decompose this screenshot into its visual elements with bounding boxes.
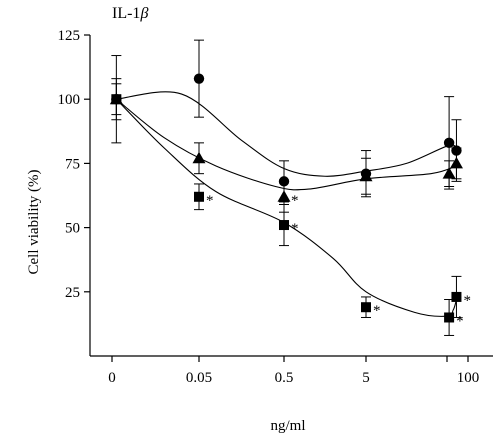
- data-point-triangle: [359, 169, 373, 182]
- significance-marker: *: [206, 193, 214, 209]
- x-axis-title: ng/ml: [270, 418, 305, 434]
- plot-area: 25 50 75 100 125 0 0.05 0.5 5 100 * * * * * *: [58, 28, 493, 386]
- data-point-square: [111, 94, 122, 105]
- data-point-triangle: [442, 167, 456, 179]
- y-tick-label: 125: [58, 28, 81, 44]
- significance-marker: *: [456, 313, 464, 329]
- chart-title-greek: β: [139, 5, 148, 22]
- y-axis-title: Cell viability (%): [26, 170, 42, 275]
- data-point-square: [444, 312, 455, 323]
- data-point-square: [451, 291, 462, 302]
- series-curve-circle: [116, 91, 457, 177]
- y-tick-label: 50: [65, 221, 80, 237]
- chart-title-main: IL-1: [112, 5, 140, 22]
- series-curve-square: [115, 98, 457, 317]
- data-point-circle: [443, 137, 455, 149]
- significance-marker: *: [463, 293, 471, 309]
- data-point-square: [194, 191, 204, 202]
- data-point-square: [361, 302, 371, 313]
- significance-marker: *: [291, 221, 299, 237]
- data-point-triangle: [277, 190, 291, 202]
- significance-marker: *: [373, 303, 381, 319]
- x-tick-label: 0: [108, 370, 116, 386]
- series-curve-triangle: [116, 98, 457, 191]
- data-point-triangle: [449, 156, 463, 169]
- x-tick-label: 5: [362, 370, 370, 386]
- x-tick-label: 0.5: [275, 370, 294, 386]
- y-tick-label: 75: [65, 156, 80, 172]
- y-tick-label: 25: [65, 285, 80, 301]
- chart-title: IL-1β: [112, 5, 148, 22]
- data-point-square: [279, 220, 289, 231]
- x-tick-label: 100: [457, 370, 480, 386]
- data-point-triangle: [192, 151, 206, 164]
- data-point-circle: [193, 73, 205, 84]
- significance-marker: *: [291, 193, 299, 209]
- y-tick-label: 100: [58, 92, 81, 108]
- x-tick-label: 0.05: [186, 370, 212, 386]
